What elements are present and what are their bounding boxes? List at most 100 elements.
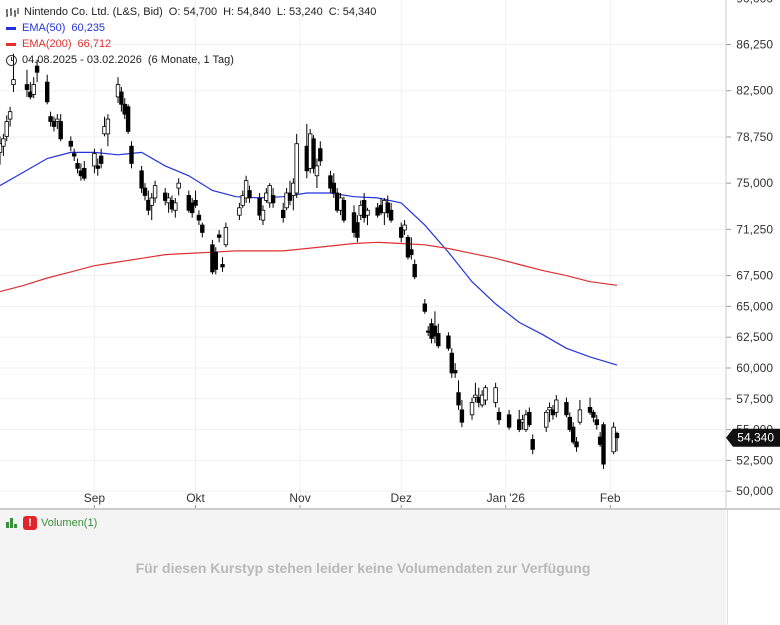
candle-body [506,414,512,428]
candle [567,412,572,433]
candle [34,59,40,83]
candle [163,188,168,206]
last-price-label: 54,340 [726,428,780,447]
candle-body [530,439,535,450]
candle [399,222,404,243]
candle [24,69,30,97]
candle-body [547,407,552,411]
candle [449,348,454,378]
ema200-value: 66,712 [77,38,112,50]
candle-body [58,121,63,140]
candle [452,363,458,378]
candle-body [240,195,245,206]
candle [119,87,124,112]
candle [469,397,475,420]
candle [365,207,370,226]
candle [331,173,336,198]
candle-body [341,200,347,221]
candle-body [247,190,252,199]
candle-body [517,419,522,431]
candle-body [189,202,195,214]
candle [402,220,407,235]
x-tick-label: Jan '26 [487,491,526,505]
candle [287,180,293,206]
candle [149,193,154,221]
candle-body [11,79,16,85]
candle [173,197,178,218]
legend-ema200[interactable]: EMA(200) 66,712 [6,38,111,50]
legend-high: H: 54,840 [223,6,271,18]
volume-header[interactable]: ! Volumen(1) [6,516,97,530]
ema-lines [0,151,618,366]
candle-body [193,200,198,206]
candle-body [402,224,407,231]
last-price-text: 54,340 [737,431,774,445]
candle [564,397,569,418]
candle [216,229,222,243]
candle-body [385,202,390,214]
candle-body [355,222,360,238]
candle-body [176,182,181,189]
y-tick-label: 52,500 [736,453,773,467]
y-tick-label: 75,000 [736,176,773,190]
candle-body [311,138,316,169]
chart-type-icon[interactable] [6,7,19,18]
candle-body [432,325,438,337]
warning-icon: ! [23,516,37,530]
candle [594,414,599,430]
legend-range[interactable]: 04.08.2025 - 03.02.2026 (6 Monate, 1 Tag… [6,54,234,66]
ema200-swatch [6,42,16,46]
price-chart[interactable]: 50,00052,50055,00057,50060,00062,50065,0… [0,0,780,510]
candle-body [45,81,50,103]
candle [341,196,347,223]
candle [318,141,323,166]
candle [196,210,202,226]
legend-close: C: 54,340 [328,6,377,18]
candle-body [361,200,367,219]
ema50-line [0,151,618,366]
candle [314,158,320,189]
candle [611,422,616,455]
candle [496,407,502,425]
candle-body [405,236,411,258]
candle [281,202,286,223]
y-tick-label: 62,500 [736,330,773,344]
candle-body [139,170,144,189]
candle [200,222,205,238]
candle [483,385,488,405]
candle [7,106,13,127]
candle-body [270,195,276,204]
x-tick-label: Feb [600,491,621,505]
volume-axis-strip [727,510,780,625]
candle [243,175,249,203]
candle-body [142,187,148,196]
candle-body [196,214,202,221]
candle [247,185,252,203]
candle [220,257,225,272]
candle [574,436,579,452]
candle [311,135,316,174]
candle [554,395,559,418]
candle-body [119,91,124,105]
candle-body [436,333,441,347]
candle-body [483,387,488,401]
y-tick-label: 78,750 [736,130,773,144]
candle-body [163,192,168,201]
candle-body [213,251,218,270]
candle-body [543,411,549,428]
candle [4,115,9,142]
x-tick-label: Dez [391,491,412,505]
candle-body [399,227,404,238]
candle-body [287,192,293,201]
candle-body [24,84,30,90]
candle [328,170,333,194]
legend-open: O: 54,700 [168,6,218,18]
candle [68,136,74,152]
legend-ema50[interactable]: EMA(50) 60,235 [6,22,105,34]
x-axis: Sep Okt Nov Dez Jan '26 Feb [0,491,780,510]
candle-body [328,175,333,189]
candle-body [4,121,9,137]
candle-body [601,424,606,465]
candle [527,407,532,428]
y-tick-label: 65,000 [736,299,773,313]
